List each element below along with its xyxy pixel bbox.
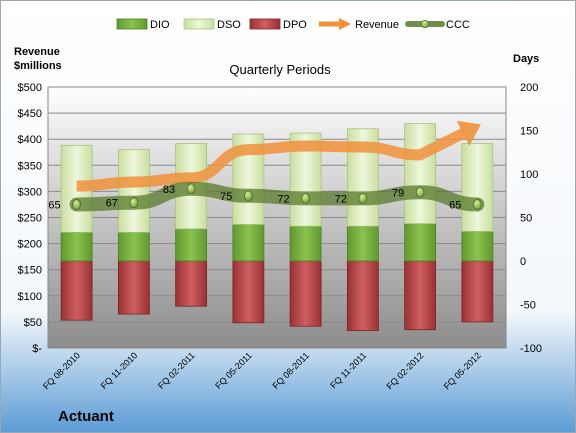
ccc-marker: [415, 186, 425, 198]
left-axis-title-line1: Revenue: [14, 46, 60, 58]
bar-dio: [232, 224, 265, 262]
left-tick-label: $450: [18, 108, 42, 120]
bar-dpo: [60, 260, 93, 321]
bar-dio: [60, 231, 93, 262]
left-tick-label: $250: [18, 213, 42, 225]
legend-label-revenue: Revenue: [355, 19, 399, 31]
left-tick-label: $300: [18, 186, 42, 198]
left-axis-title-line2: $millions: [14, 60, 62, 72]
legend: DIO DSO DPO Revenue CCC: [116, 18, 470, 31]
left-tick-label: $100: [18, 291, 42, 303]
company-name: Actuant: [58, 408, 114, 425]
ccc-series: 65 67 83 75 72 72 79 65: [48, 181, 485, 212]
right-axis-title: Days: [513, 53, 539, 65]
bar-dpo: [232, 260, 265, 324]
ccc-marker: [358, 192, 368, 204]
right-tick-label: 50: [520, 213, 532, 225]
legend-arrowhead-revenue: [339, 18, 351, 30]
legend-label-dio: DIO: [150, 19, 170, 31]
legend-swatch-dpo: [249, 18, 281, 30]
chart-title: Quarterly Periods: [229, 62, 331, 77]
legend-label-dpo: DPO: [283, 19, 307, 31]
legend-swatch-dio: [116, 18, 148, 30]
left-tick-label: $-: [32, 343, 42, 355]
ccc-data-label: 75: [220, 191, 232, 203]
right-tick-label: -100: [520, 343, 542, 355]
bar-dio: [461, 231, 494, 262]
bar-dso: [117, 149, 150, 233]
right-tick-label: 100: [520, 169, 538, 181]
ccc-marker: [72, 199, 82, 210]
right-tick-label: -50: [520, 300, 536, 312]
ccc-data-label: 67: [106, 198, 118, 210]
bar-dio: [404, 223, 437, 262]
left-tick-label: $500: [18, 82, 42, 94]
ccc-data-label: 79: [392, 187, 404, 199]
bar-dpo: [289, 260, 322, 327]
ccc-marker: [243, 190, 253, 202]
right-tick-label: 200: [520, 82, 538, 94]
bar-dso: [404, 123, 437, 224]
bar-dpo: [461, 260, 494, 323]
revenue-line: [76, 127, 468, 192]
left-tick-label: $200: [18, 239, 42, 251]
revenue-series: [76, 120, 481, 192]
ccc-data-label: 72: [335, 193, 347, 205]
legend-swatch-dso: [183, 18, 215, 30]
ccc-marker: [129, 197, 139, 209]
left-tick-label: $400: [18, 134, 42, 146]
legend-label-dso: DSO: [217, 19, 241, 31]
bar-dpo: [346, 260, 379, 331]
ccc-data-label: 65: [449, 199, 461, 211]
bar-dpo: [175, 260, 208, 307]
left-axis: $- $50 $100 $150 $200 $250 $300 $350 $400 $450 $50…: [18, 82, 43, 355]
bar-dio: [175, 228, 208, 262]
right-tick-label: 150: [520, 126, 538, 138]
ccc-data-label: 72: [277, 193, 289, 205]
right-axis: -100 -50 0 50 100 150 200: [520, 82, 542, 355]
ccc-data-label: 83: [163, 184, 175, 196]
left-tick-label: $50: [24, 317, 42, 329]
left-tick-label: $350: [18, 160, 42, 172]
left-tick-label: $150: [18, 265, 42, 277]
legend-label-ccc: CCC: [446, 19, 470, 31]
ccc-marker: [301, 192, 311, 204]
ccc-data-label: 65: [48, 199, 60, 211]
bar-dso: [461, 143, 494, 232]
ccc-marker: [472, 199, 482, 210]
bar-dio: [289, 225, 322, 262]
ccc-marker: [186, 183, 196, 195]
legend-marker-ccc: [421, 19, 429, 29]
right-tick-label: 0: [520, 256, 526, 268]
bar-dpo: [117, 260, 150, 315]
bar-dpo: [404, 260, 437, 331]
bar-dio: [346, 225, 379, 262]
revenue-arrowhead: [456, 120, 481, 146]
bar-dio: [117, 231, 150, 262]
